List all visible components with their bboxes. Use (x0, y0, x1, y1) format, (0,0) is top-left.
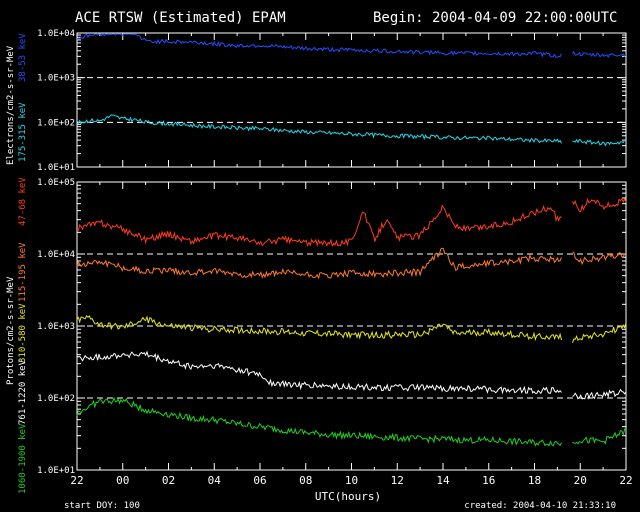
x-tick-label: 00 (116, 474, 129, 487)
y-tick-label: 1.0E+04 (37, 250, 75, 260)
y-tick-label: 1.0E+04 (37, 29, 75, 39)
electron-panel: 1.0E+01 1.0E+02 1.0E+03 1.0E+04 38-53 keV 175… (6, 29, 627, 173)
legend-label-p_115_195: 115-195 keV (18, 242, 28, 302)
legend-label-p_761_1220: 761-1220 keV (18, 359, 28, 425)
y-tick-label: 1.0E+01 (37, 466, 75, 476)
chart-title: ACE RTSW (Estimated) EPAM (75, 10, 286, 26)
proton-panel: 1.0E+01 1.0E+02 1.0E+03 1.0E+04 1.0E+05 22 00 0… (6, 177, 633, 494)
series-line-p_761_1220 (76, 350, 627, 400)
x-tick-label: 16 (482, 474, 495, 487)
x-tick-label: 04 (208, 474, 222, 487)
y-tick-label: 1.0E+03 (37, 322, 75, 332)
series-line-p_115_195 (76, 247, 627, 280)
series-line-p_47_68 (76, 197, 627, 248)
y-tick-label: 1.0E+03 (37, 74, 75, 84)
created-label: created: 2004-04-10 21:33:10 (464, 501, 616, 511)
series-line-p_1060_1900 (76, 396, 627, 447)
y-tick-label: 1.0E+05 (37, 178, 75, 188)
x-tick-label: 10 (345, 474, 358, 487)
x-tick-label: 12 (391, 474, 404, 487)
series-line-e_38_53 (76, 33, 627, 59)
y-axis-label: Electrons/cm2-s-sr-MeV (6, 45, 16, 165)
y-tick-label: 1.0E+01 (37, 163, 75, 173)
x-tick-label: 22 (619, 474, 632, 487)
y-tick-label: 1.0E+02 (37, 118, 75, 128)
legend-label-p_310_580: 310-580 keV (18, 303, 28, 363)
x-tick-label: 06 (253, 474, 266, 487)
legend-label-p_47_68: 47-68 keV (18, 177, 28, 226)
legend-label-e_38_53: 38-53 keV (18, 33, 28, 82)
x-tick-label: 22 (70, 474, 83, 487)
x-tick-label: 14 (436, 474, 450, 487)
series-line-e_175_315 (76, 114, 627, 147)
y-tick-label: 1.0E+02 (37, 394, 75, 404)
x-tick-label: 20 (574, 474, 587, 487)
series-line-p_310_580 (76, 314, 627, 343)
x-tick-label: 08 (299, 474, 312, 487)
begin-time: Begin: 2004-04-09 22:00:00UTC (373, 10, 617, 26)
legend-label-p_1060_1900: 1060-1900 keV (18, 423, 28, 494)
y-axis-label: Protons/cm2-s-sr-MeV (6, 276, 16, 385)
legend-label-e_175_315: 175-315 keV (18, 102, 28, 162)
x-axis-label: UTC(hours) (315, 490, 381, 503)
x-tick-label: 02 (162, 474, 175, 487)
x-tick-label: 18 (528, 474, 541, 487)
start-doy-label: start DOY: 100 (64, 501, 140, 511)
